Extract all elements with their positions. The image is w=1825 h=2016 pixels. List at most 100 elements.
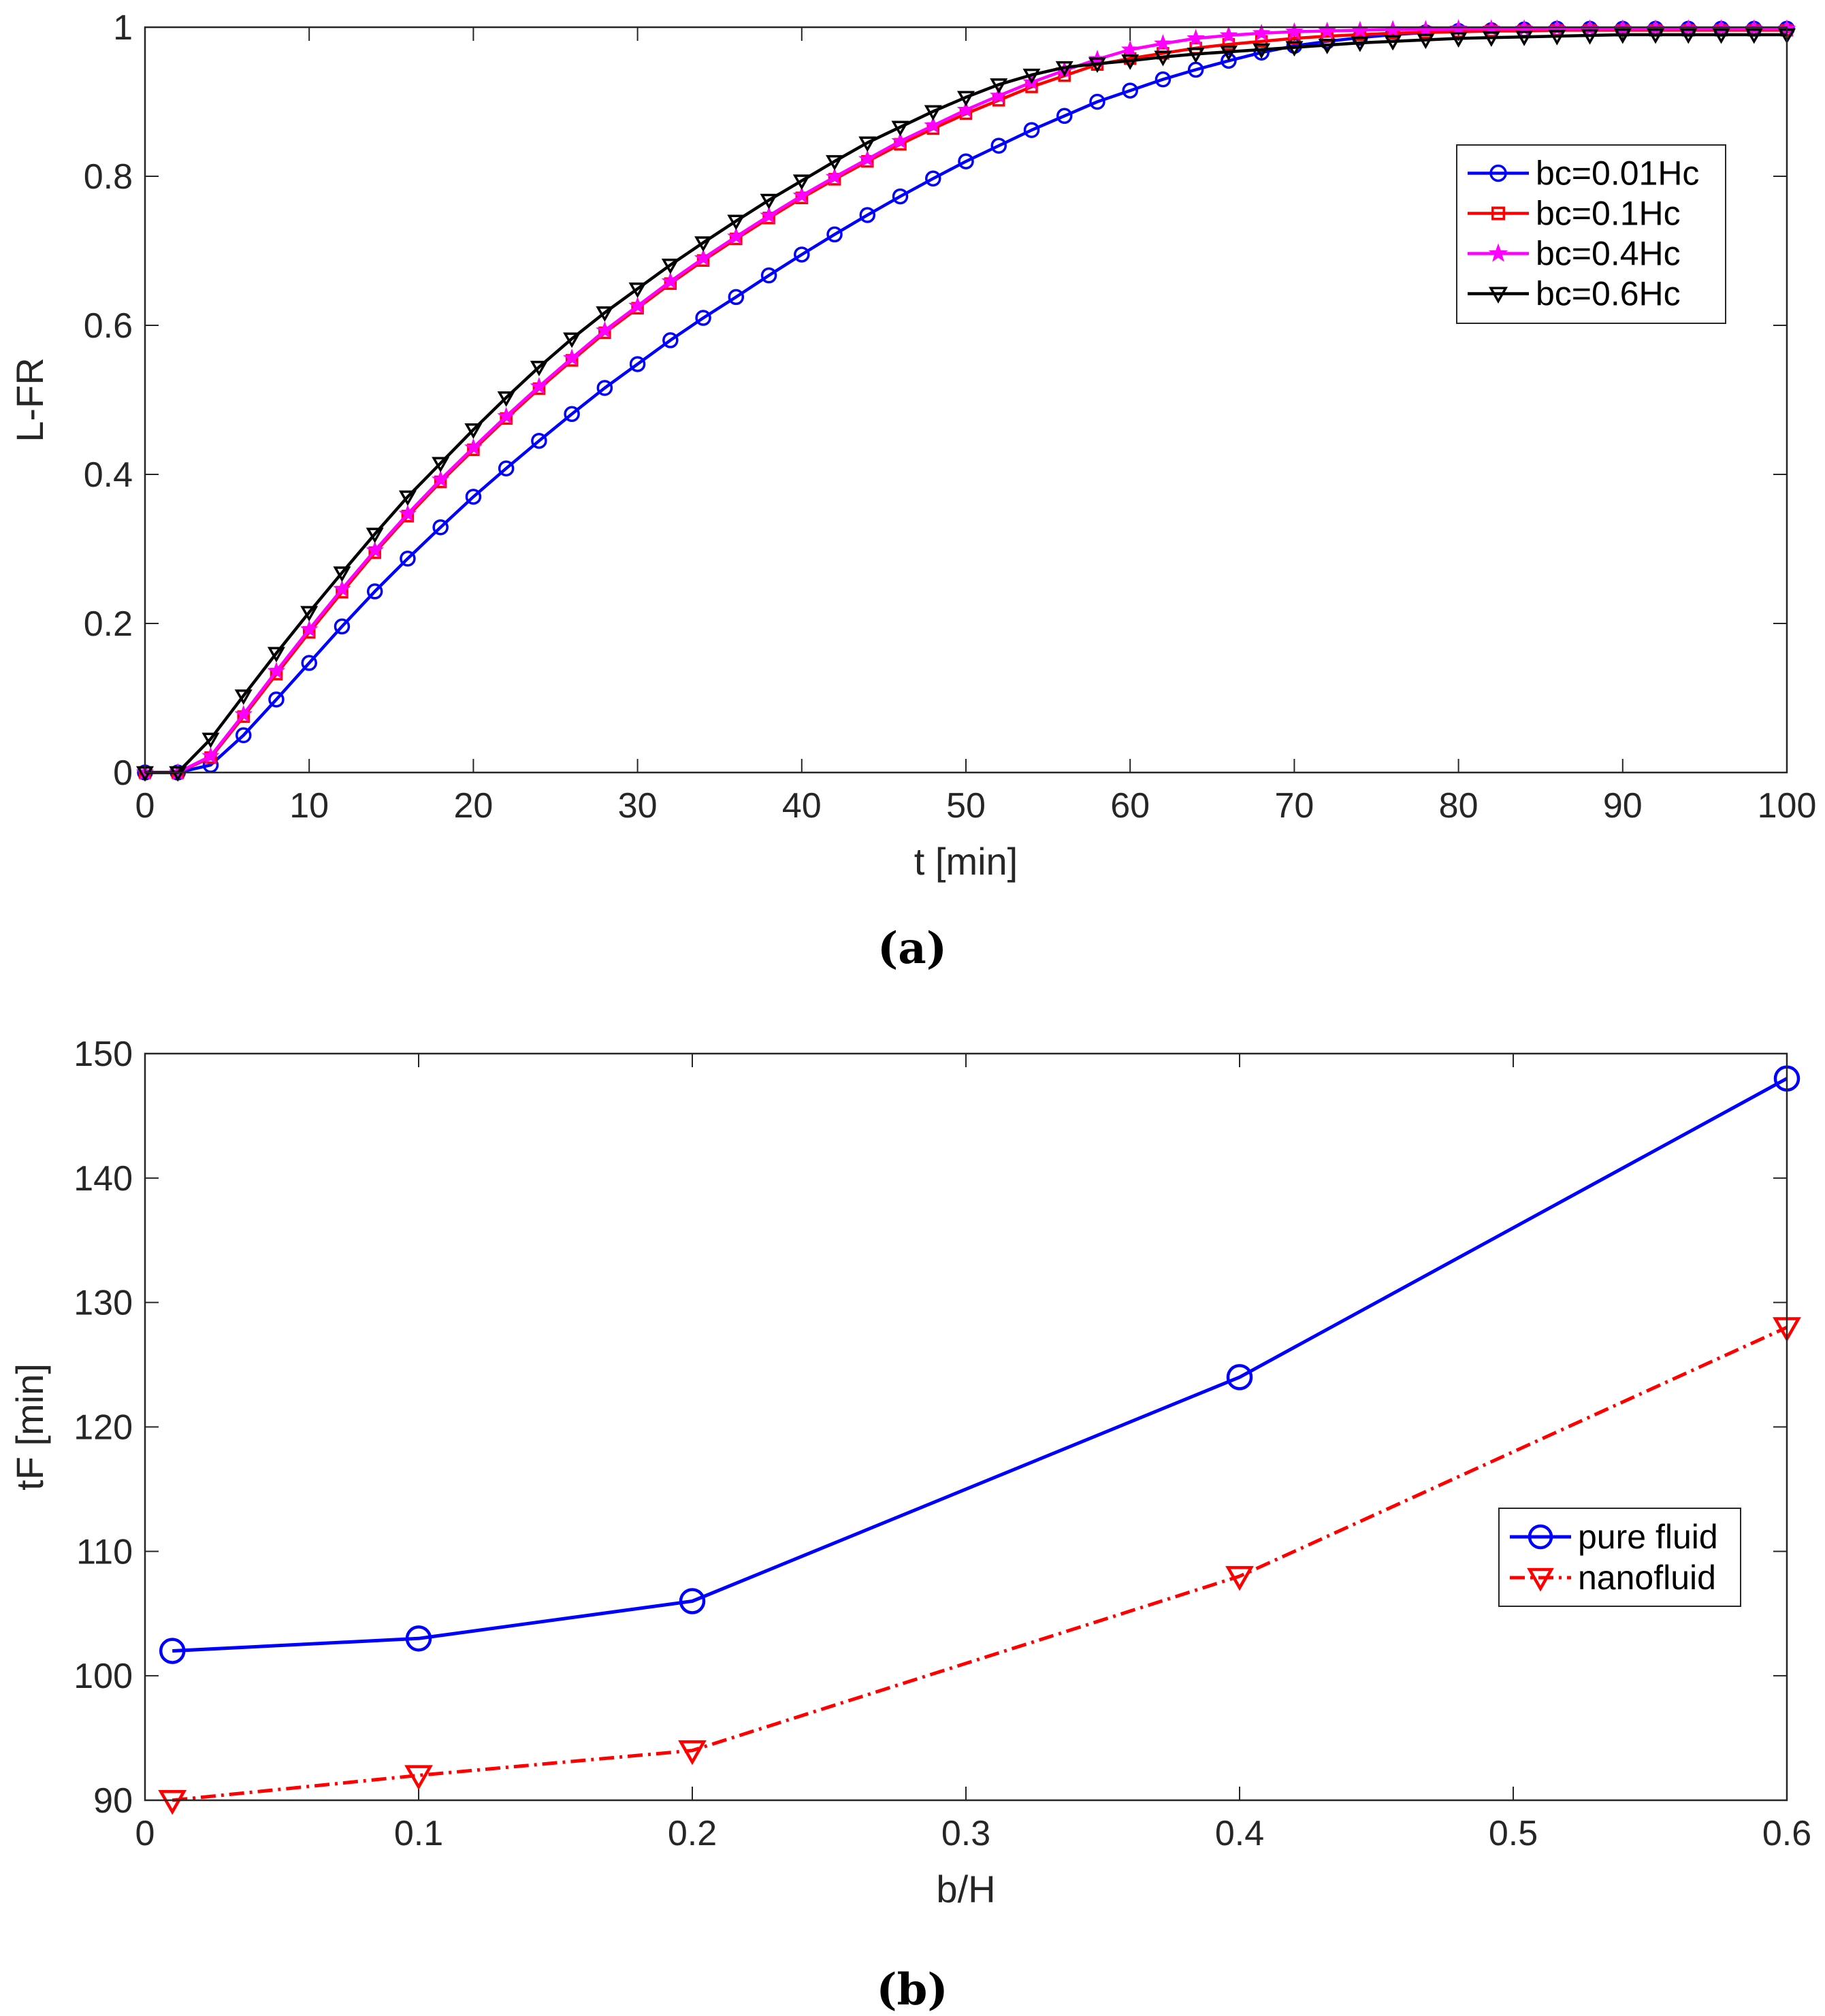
chart-a-series-3-point bbox=[1745, 28, 1763, 44]
chart-b-y-tick-label: 100 bbox=[74, 1657, 133, 1696]
chart-a-series-3-point bbox=[1121, 54, 1140, 70]
chart-a-x-tick-label: 70 bbox=[1274, 786, 1314, 826]
chart-a-series-0-point bbox=[1122, 82, 1138, 99]
chart-a-series-0-point bbox=[662, 332, 679, 348]
chart-a-series-3-point bbox=[563, 332, 581, 348]
chart-a-series-0-point bbox=[498, 460, 515, 476]
chart-a-series-0-point bbox=[400, 550, 416, 567]
chart-a: 0 10 20 30 40 50 60 70 80 90 100 0 0.2 0.4 0.6 0.8 1 t [m… bbox=[8, 8, 1816, 883]
chart-a-series-2-point bbox=[530, 376, 549, 395]
chart-b-plot-area bbox=[145, 1054, 1787, 1800]
chart-a-series-0-point bbox=[760, 267, 777, 284]
chart-a-series-0-point bbox=[794, 246, 810, 263]
chart-a-series-0-point bbox=[564, 406, 580, 423]
chart-a-series-3-point bbox=[628, 282, 647, 298]
chart-b-series-line-0 bbox=[172, 1077, 1788, 1653]
chart-b-x-axis-label: b/H bbox=[936, 1868, 995, 1911]
chart-a-series-2-point bbox=[300, 619, 319, 638]
chart-a-series-0-point bbox=[892, 188, 909, 205]
chart-a-series-2-point bbox=[1252, 23, 1271, 42]
chart-a-x-tick-label: 60 bbox=[1110, 786, 1150, 826]
chart-a-series-3-point bbox=[924, 105, 942, 121]
chart-a-series-0-point bbox=[695, 310, 711, 326]
chart-a-series-2-point bbox=[1285, 22, 1304, 39]
chart-a-y-tick-label: 0.4 bbox=[84, 455, 133, 495]
chart-a-series-3-point bbox=[1548, 29, 1566, 46]
chart-b-y-axis-label: tF [min] bbox=[8, 1363, 51, 1491]
chart-a-series-0-point bbox=[334, 618, 351, 635]
chart-a-y-tick-label: 1 bbox=[113, 8, 133, 48]
chart-a-series-2-point bbox=[234, 704, 253, 722]
chart-a-series-3-point bbox=[1088, 57, 1106, 74]
chart-a-series-group bbox=[135, 19, 1796, 782]
chart-b-series-line-1 bbox=[172, 1325, 1788, 1802]
chart-a-y-tick-label: 0.8 bbox=[84, 157, 133, 197]
chart-a-series-3-point bbox=[826, 155, 844, 171]
chart-a-series-3-point bbox=[366, 527, 384, 544]
chart-b-y-tick-label: 90 bbox=[93, 1781, 133, 1821]
chart-a-x-tick-label: 50 bbox=[946, 786, 986, 826]
chart-a-series-0-point bbox=[826, 226, 843, 243]
chart-a-series-2-point bbox=[464, 438, 483, 455]
chart-b-series-0-point bbox=[405, 1625, 432, 1652]
chart-b-axes-frame bbox=[144, 1052, 1788, 1802]
chart-a-series-2-point bbox=[201, 746, 220, 764]
chart-a-x-tick-label: 90 bbox=[1603, 786, 1643, 826]
chart-a-series-2-point bbox=[825, 167, 844, 185]
chart-a-series-3-point bbox=[1647, 28, 1665, 44]
chart-b-series-1-point bbox=[678, 1740, 707, 1766]
chart-b-x-tick-label: 0.4 bbox=[1215, 1814, 1264, 1853]
chart-a-legend-marker-2 bbox=[1488, 243, 1508, 262]
chart-a-series-3-point bbox=[1285, 41, 1304, 57]
chart-a-legend-label-3: bc=0.6Hc bbox=[1536, 275, 1681, 313]
chart-a-series-2-point bbox=[431, 470, 450, 488]
chart-a-series-3-point bbox=[1712, 28, 1730, 44]
chart-a-series-0-point bbox=[1221, 52, 1237, 69]
chart-a-y-tick-label: 0 bbox=[113, 753, 133, 793]
chart-a-series-3-point bbox=[1318, 39, 1336, 54]
chart-a-series-2-point bbox=[333, 579, 351, 597]
chart-a-series-2-point bbox=[891, 131, 909, 149]
chart-a-series-0-point bbox=[1089, 93, 1105, 110]
chart-a-series-0-point bbox=[990, 137, 1007, 154]
chart-a-series-2-point bbox=[858, 149, 877, 167]
chart-a-series-3-point bbox=[661, 259, 679, 274]
chart-b-legend-marker-1 bbox=[1527, 1567, 1554, 1592]
chart-a-series-2-point bbox=[924, 116, 943, 133]
chart-a-series-3-point bbox=[1384, 35, 1402, 51]
chart-a-series-3-point bbox=[727, 214, 745, 231]
chart-a-series-3-point bbox=[1022, 68, 1041, 84]
chart-a-series-3-point bbox=[1581, 29, 1599, 45]
chart-a-series-line-3 bbox=[145, 33, 1787, 775]
chart-b-y-tick-label: 150 bbox=[74, 1035, 133, 1074]
chart-a-series-0-point bbox=[629, 356, 646, 372]
chart-b-legend-label-1: nanofluid bbox=[1578, 1559, 1716, 1597]
chart-a-series-3-point bbox=[464, 423, 483, 439]
chart-b-y-tick-label: 130 bbox=[74, 1284, 133, 1323]
chart-a-y-tick-label: 0.2 bbox=[84, 604, 133, 644]
chart-a-x-tick-label: 0 bbox=[135, 786, 155, 826]
chart-a-series-2-point bbox=[562, 348, 581, 366]
chart-a-series-3-point bbox=[1482, 31, 1500, 47]
chart-a-series-3-point bbox=[398, 490, 417, 506]
chart-a-series-0-point bbox=[958, 153, 974, 169]
chart-a-series-2-point bbox=[1186, 29, 1205, 46]
chart-b-legend-label-0: pure fluid bbox=[1578, 1518, 1718, 1556]
chart-b-y-tick-label: 110 bbox=[76, 1532, 133, 1572]
chart-b-x-tick-label: 0.3 bbox=[941, 1814, 990, 1853]
chart-a-series-0-point bbox=[1023, 122, 1040, 138]
chart-a-series-3-point bbox=[694, 236, 713, 252]
chart-b-series-0-point bbox=[1226, 1364, 1253, 1391]
chart-a-y-tick-label: 0.6 bbox=[84, 306, 133, 346]
chart-b-series-1-point bbox=[404, 1765, 433, 1790]
chart-b-x-tick-label: 0.2 bbox=[668, 1814, 717, 1853]
chart-a-series-3-point bbox=[792, 174, 811, 191]
chart-a-series-3-point bbox=[1417, 33, 1435, 50]
chart-a-series-3-point bbox=[1055, 61, 1073, 77]
chart-a-series-3-point bbox=[267, 647, 285, 663]
chart-a-legend-marker-1 bbox=[1491, 206, 1505, 221]
chart-a-series-0-point bbox=[432, 519, 449, 536]
chart-a-x-tick-label: 100 bbox=[1758, 786, 1817, 826]
chart-b-series-1-point bbox=[1225, 1565, 1254, 1591]
